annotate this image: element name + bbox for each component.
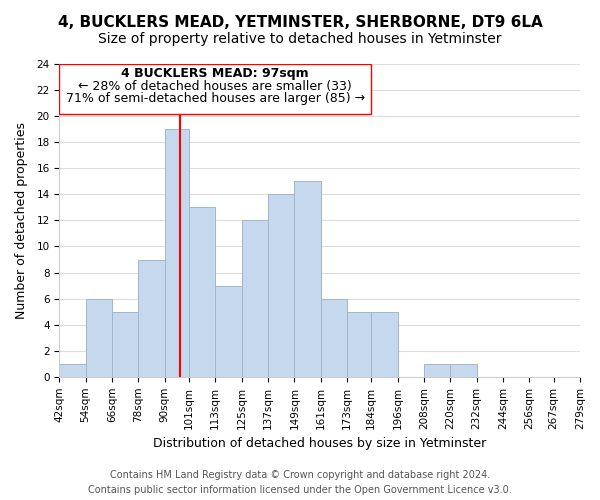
Bar: [451, 364, 477, 377]
Text: Size of property relative to detached houses in Yetminster: Size of property relative to detached ho…: [98, 32, 502, 46]
Bar: [371, 312, 398, 377]
Bar: [139, 260, 165, 377]
Text: 71% of semi-detached houses are larger (85) →: 71% of semi-detached houses are larger (…: [66, 92, 365, 105]
Bar: [165, 129, 189, 377]
Text: ← 28% of detached houses are smaller (33): ← 28% of detached houses are smaller (33…: [79, 80, 352, 92]
Bar: [242, 220, 268, 377]
Bar: [268, 194, 295, 377]
Text: 4, BUCKLERS MEAD, YETMINSTER, SHERBORNE, DT9 6LA: 4, BUCKLERS MEAD, YETMINSTER, SHERBORNE,…: [58, 15, 542, 30]
X-axis label: Distribution of detached houses by size in Yetminster: Distribution of detached houses by size …: [153, 437, 486, 450]
Bar: [86, 298, 112, 377]
Bar: [215, 286, 242, 377]
Bar: [59, 364, 86, 377]
Bar: [112, 312, 139, 377]
Bar: [321, 298, 347, 377]
Bar: [347, 312, 371, 377]
Text: Contains HM Land Registry data © Crown copyright and database right 2024.
Contai: Contains HM Land Registry data © Crown c…: [88, 470, 512, 495]
Y-axis label: Number of detached properties: Number of detached properties: [15, 122, 28, 319]
Bar: [189, 208, 215, 377]
Text: 4 BUCKLERS MEAD: 97sqm: 4 BUCKLERS MEAD: 97sqm: [121, 68, 309, 80]
Bar: [424, 364, 451, 377]
FancyBboxPatch shape: [59, 64, 371, 114]
Bar: [295, 182, 321, 377]
